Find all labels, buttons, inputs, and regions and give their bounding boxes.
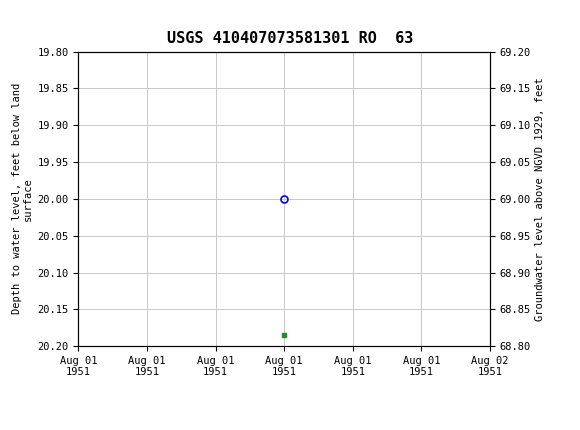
Y-axis label: Groundwater level above NGVD 1929, feet: Groundwater level above NGVD 1929, feet bbox=[535, 77, 545, 321]
Text: USGS 410407073581301 RO  63: USGS 410407073581301 RO 63 bbox=[167, 31, 413, 46]
Y-axis label: Depth to water level, feet below land
surface: Depth to water level, feet below land su… bbox=[12, 83, 33, 314]
Text: ≋USGS: ≋USGS bbox=[9, 8, 68, 23]
